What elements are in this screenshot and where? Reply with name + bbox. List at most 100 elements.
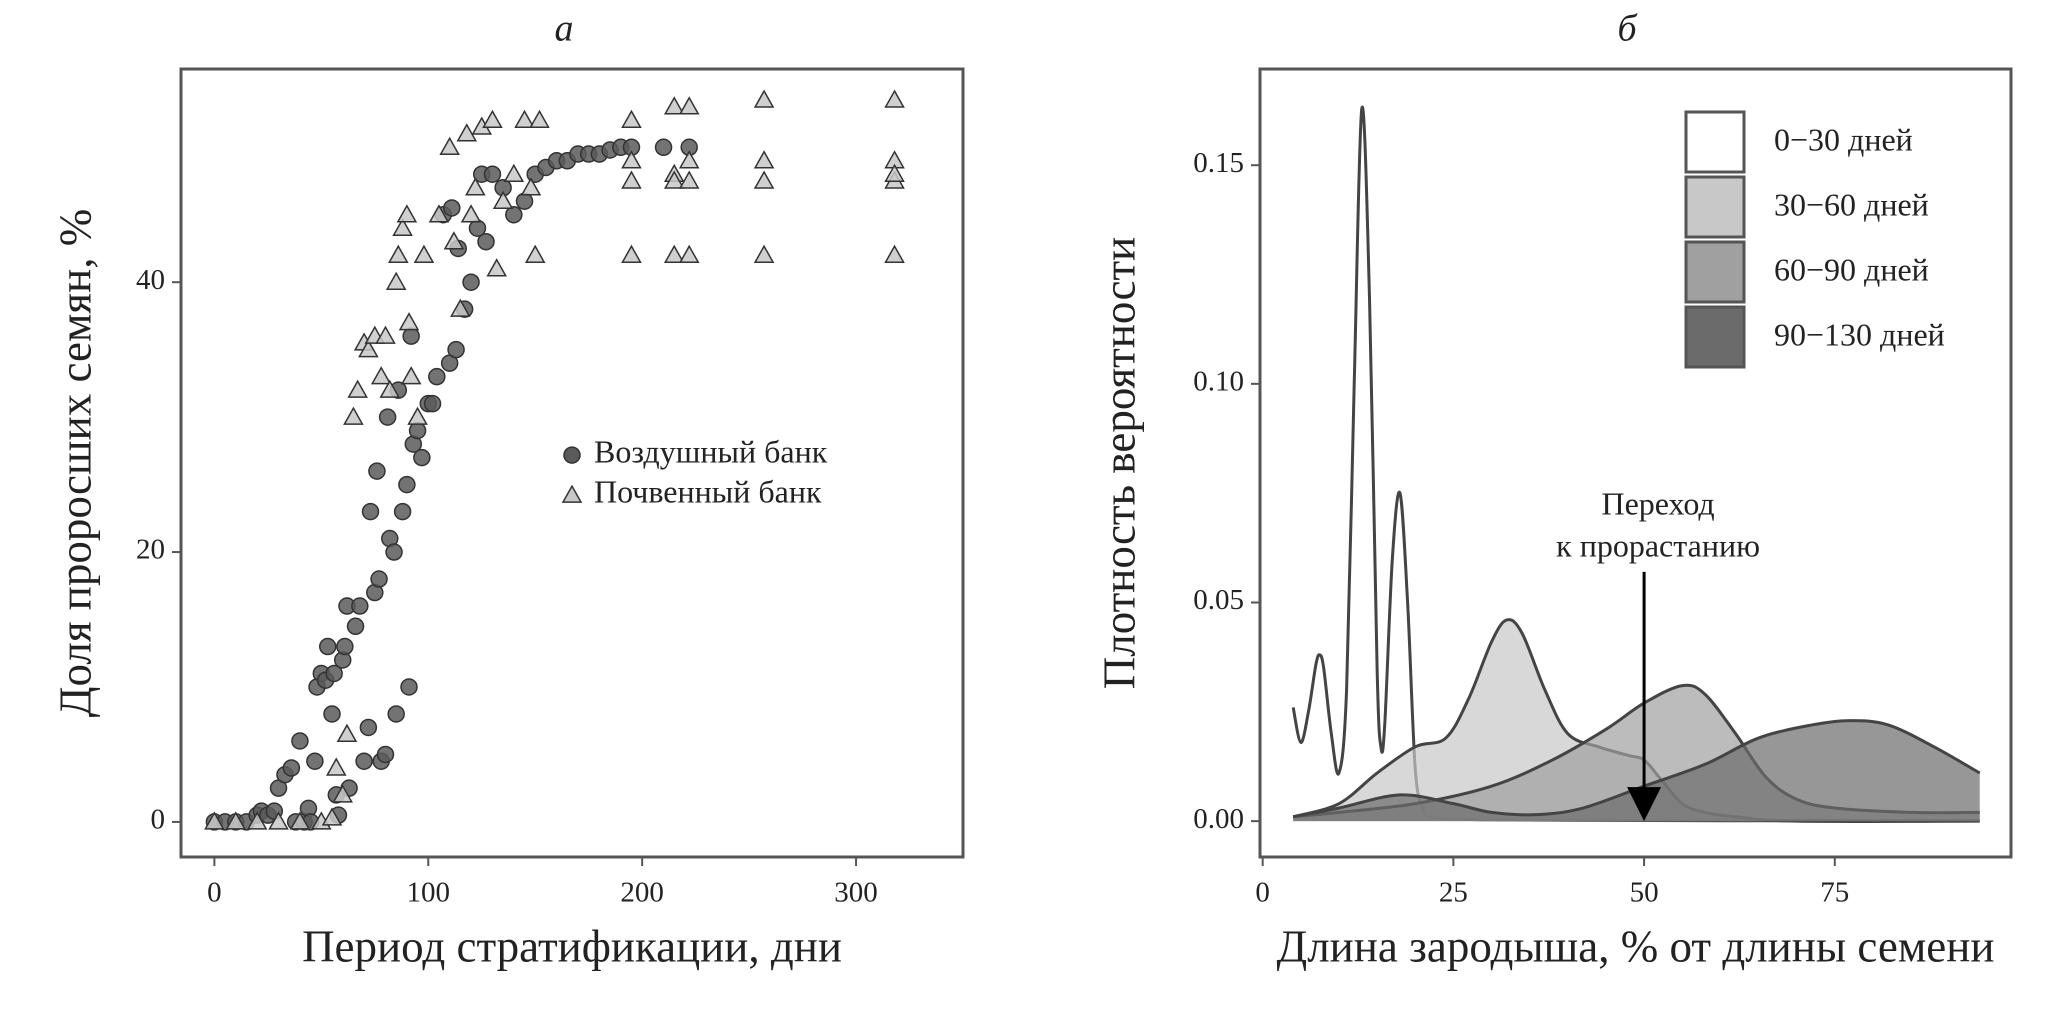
triangle-point — [289, 811, 311, 830]
triangle-point — [678, 170, 700, 189]
triangle-point — [332, 784, 353, 803]
x-tick-label: 50 — [1630, 877, 1659, 909]
y-tick-label: 0.10 — [1193, 366, 1244, 398]
triangle-point — [520, 177, 542, 196]
legend-swatch — [1684, 305, 1746, 369]
circle-point — [387, 705, 405, 723]
circle-point — [282, 759, 301, 777]
circle-point — [413, 448, 431, 467]
x-axis-title: Длина зародыша, % от длины семени — [1277, 921, 1995, 971]
x-tick-label: 25 — [1439, 877, 1468, 909]
circle-point — [346, 617, 365, 636]
circle-point — [402, 327, 420, 345]
triangle-point — [321, 807, 343, 826]
panel-title: а — [555, 8, 574, 50]
circle-point — [325, 664, 343, 683]
triangle-point — [460, 204, 482, 223]
triangle-point — [884, 244, 905, 263]
arrow-head — [1627, 787, 1662, 822]
legend-label: 60−90 дней — [1774, 251, 1929, 287]
triangle-point — [465, 177, 486, 196]
density-area — [1293, 720, 1980, 822]
density-area — [1293, 107, 1980, 822]
x-tick-label: 75 — [1820, 877, 1849, 909]
y-tick-label: 40 — [136, 264, 165, 296]
triangle-point — [413, 244, 435, 263]
y-tick-label: 0.15 — [1193, 147, 1244, 179]
plot-frame — [179, 67, 965, 859]
triangle-point — [336, 723, 358, 742]
circle-point — [359, 718, 378, 737]
triangle-point — [492, 190, 514, 209]
triangle-point — [753, 170, 775, 189]
triangle-point — [439, 136, 460, 156]
triangle-point — [400, 366, 422, 385]
triangle-point — [621, 109, 642, 129]
triangle-point — [884, 163, 905, 182]
triangle-point — [204, 811, 225, 830]
circle-point — [393, 502, 412, 521]
triangle-point — [246, 811, 268, 830]
circle-point — [368, 462, 386, 480]
triangle-point — [678, 150, 700, 169]
circle-point — [351, 597, 369, 615]
x-axis-title: Период стратификации, дни — [302, 921, 842, 971]
triangle-point — [388, 244, 409, 263]
triangle-point — [392, 217, 413, 236]
circle-point — [385, 543, 403, 561]
triangle-point — [753, 89, 775, 108]
triangle-point — [482, 109, 503, 129]
y-axis-title: Плотность вероятности — [1094, 237, 1144, 690]
circle-point — [355, 752, 373, 770]
circle-point — [408, 421, 427, 440]
circle-point — [654, 138, 673, 157]
circle-point — [477, 232, 495, 251]
triangle-point — [884, 89, 905, 108]
circle-point — [376, 745, 395, 764]
triangle-point — [428, 204, 450, 223]
circle-point — [443, 199, 461, 217]
triangle-point — [514, 109, 535, 129]
legend-label: Воздушный банк — [594, 433, 828, 469]
legend-label: Почвенный банк — [594, 473, 822, 509]
circle-point — [336, 637, 354, 656]
circle-point — [361, 502, 380, 521]
circle-point — [515, 192, 534, 210]
triangle-point — [663, 96, 685, 115]
triangle-point — [375, 325, 396, 344]
triangle-point — [225, 811, 247, 830]
circle-point — [306, 752, 324, 770]
circle-point — [462, 273, 480, 291]
circle-point — [400, 678, 418, 696]
triangle-point — [621, 244, 642, 263]
triangle-point — [456, 123, 478, 142]
triangle-point — [398, 312, 420, 331]
triangle-point — [347, 379, 368, 398]
y-tick-label: 0.00 — [1193, 803, 1244, 835]
circle-point — [398, 475, 416, 494]
annotation-text: к прорастанию — [1556, 527, 1760, 563]
circle-point — [323, 705, 341, 723]
plot-area — [1291, 105, 1981, 823]
triangle-point — [443, 231, 465, 250]
annotation-text: Переход — [1601, 485, 1714, 521]
panel-title: б — [1617, 8, 1638, 50]
circle-point — [291, 732, 309, 750]
x-tick-label: 200 — [620, 877, 664, 909]
plot-frame — [1258, 67, 2013, 859]
circle-point — [447, 340, 465, 359]
triangle-point — [450, 298, 471, 317]
triangle-point — [358, 339, 379, 358]
triangle-point — [268, 811, 289, 830]
triangle-point — [621, 170, 642, 189]
legend-swatch — [1684, 110, 1746, 174]
x-tick-label: 0 — [207, 877, 222, 909]
legend-swatch — [1684, 240, 1746, 304]
circle-point — [483, 165, 502, 183]
legend-label: 30−60 дней — [1774, 186, 1929, 222]
y-tick-label: 0.05 — [1193, 584, 1244, 616]
circle-point — [505, 205, 523, 224]
triangle-point — [678, 244, 700, 263]
triangle-point — [678, 96, 700, 115]
